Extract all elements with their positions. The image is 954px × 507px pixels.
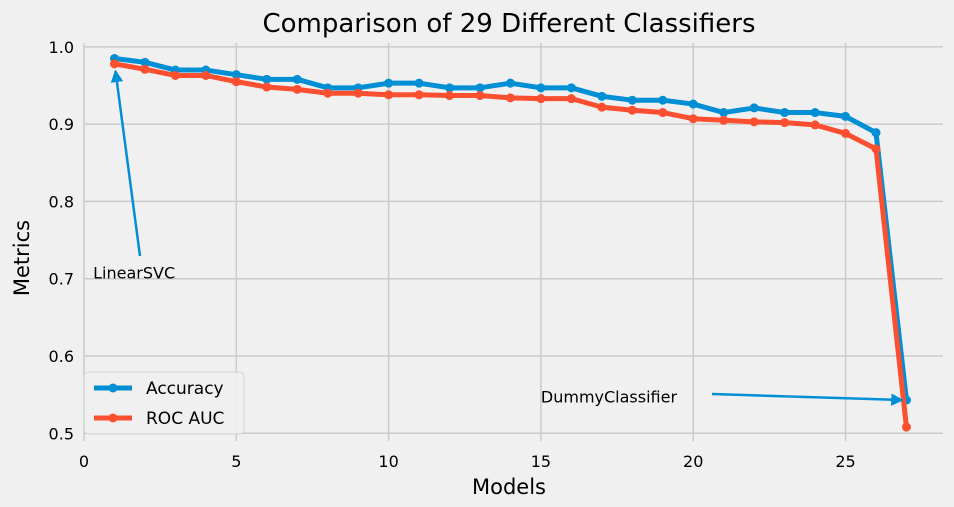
- series-point-roc-auc: [841, 128, 851, 138]
- x-tick-label: 5: [231, 452, 241, 471]
- y-tick-label: 0.5: [49, 424, 74, 443]
- series-point-accuracy: [505, 78, 515, 88]
- series-point-roc-auc: [292, 84, 302, 94]
- series-point-roc-auc: [597, 102, 607, 112]
- series-point-accuracy: [140, 57, 150, 67]
- y-tick-labels: 0.5 0.6 0.7 0.8 0.9 1.0: [49, 38, 74, 443]
- series-point-roc-auc: [658, 108, 668, 118]
- legend: Accuracy ROC AUC: [83, 371, 245, 435]
- series-point-accuracy: [688, 99, 698, 109]
- series-point-roc-auc: [140, 64, 150, 74]
- series-point-roc-auc: [810, 120, 820, 130]
- y-tick-label: 0.7: [49, 270, 74, 289]
- series-point-roc-auc: [688, 114, 698, 124]
- series-point-roc-auc: [475, 91, 485, 101]
- x-tick-label: 25: [835, 452, 855, 471]
- legend-marker-accuracy: [108, 383, 118, 393]
- series-point-roc-auc: [323, 88, 333, 98]
- series-point-roc-auc: [231, 77, 241, 87]
- series-point-accuracy: [566, 83, 576, 93]
- series-point-accuracy: [719, 108, 729, 118]
- series-point-accuracy: [445, 83, 455, 93]
- x-tick-label: 0: [79, 452, 89, 471]
- x-tick-label: 20: [683, 452, 703, 471]
- series-point-accuracy: [536, 83, 546, 93]
- x-tick-labels: 0 5 10 15 20 25: [79, 452, 856, 471]
- series-point-accuracy: [231, 70, 241, 80]
- legend-label-roc-auc: ROC AUC: [146, 409, 224, 429]
- series-point-roc-auc: [262, 82, 272, 92]
- series-point-accuracy: [475, 83, 485, 93]
- series-point-roc-auc: [627, 105, 637, 115]
- series-point-roc-auc: [719, 115, 729, 125]
- y-tick-label: 1.0: [49, 38, 74, 57]
- series-point-roc-auc: [109, 59, 119, 69]
- series-point-roc-auc: [536, 94, 546, 104]
- chart-title: Comparison of 29 Different Classifiers: [262, 9, 755, 39]
- legend-label-accuracy: Accuracy: [146, 379, 224, 399]
- series-point-roc-auc: [201, 70, 211, 80]
- series-point-accuracy: [841, 111, 851, 121]
- series-point-accuracy: [262, 74, 272, 84]
- series-point-accuracy: [627, 95, 637, 105]
- annotation-dummyclassifier-arrow: [711, 392, 904, 406]
- series-point-accuracy: [658, 95, 668, 105]
- series-layer: [109, 53, 911, 432]
- series-point-roc-auc: [414, 90, 424, 100]
- series-point-accuracy: [292, 74, 302, 84]
- series-point-roc-auc: [445, 91, 455, 101]
- y-axis-title: Metrics: [10, 220, 34, 296]
- annotation-linearsvc-arrow: [110, 69, 142, 257]
- series-point-accuracy: [597, 91, 607, 101]
- series-point-accuracy: [810, 108, 820, 118]
- series-point-roc-auc: [353, 88, 363, 98]
- series-point-roc-auc: [170, 70, 180, 80]
- series-point-roc-auc: [780, 118, 790, 128]
- legend-marker-roc-auc: [108, 413, 118, 423]
- series-point-roc-auc: [505, 93, 515, 103]
- x-tick-label: 10: [378, 452, 398, 471]
- annotation-linearsvc-label: LinearSVC: [93, 264, 175, 283]
- series-point-accuracy: [414, 78, 424, 88]
- series-point-roc-auc: [901, 422, 911, 432]
- series-point-accuracy: [780, 108, 790, 118]
- annotations: LinearSVC DummyClassifier: [93, 69, 904, 406]
- series-point-roc-auc: [384, 90, 394, 100]
- series-point-accuracy: [871, 128, 881, 138]
- series-point-roc-auc: [871, 144, 881, 154]
- series-point-roc-auc: [566, 94, 576, 104]
- series-point-accuracy: [384, 78, 394, 88]
- x-tick-label: 15: [531, 452, 551, 471]
- x-axis-title: Models: [472, 475, 546, 499]
- series-point-accuracy: [749, 103, 759, 113]
- annotation-dummyclassifier-label: DummyClassifier: [541, 387, 678, 406]
- y-tick-label: 0.9: [49, 115, 74, 134]
- y-tick-label: 0.6: [49, 347, 74, 366]
- y-tick-label: 0.8: [49, 192, 74, 211]
- series-point-roc-auc: [749, 117, 759, 127]
